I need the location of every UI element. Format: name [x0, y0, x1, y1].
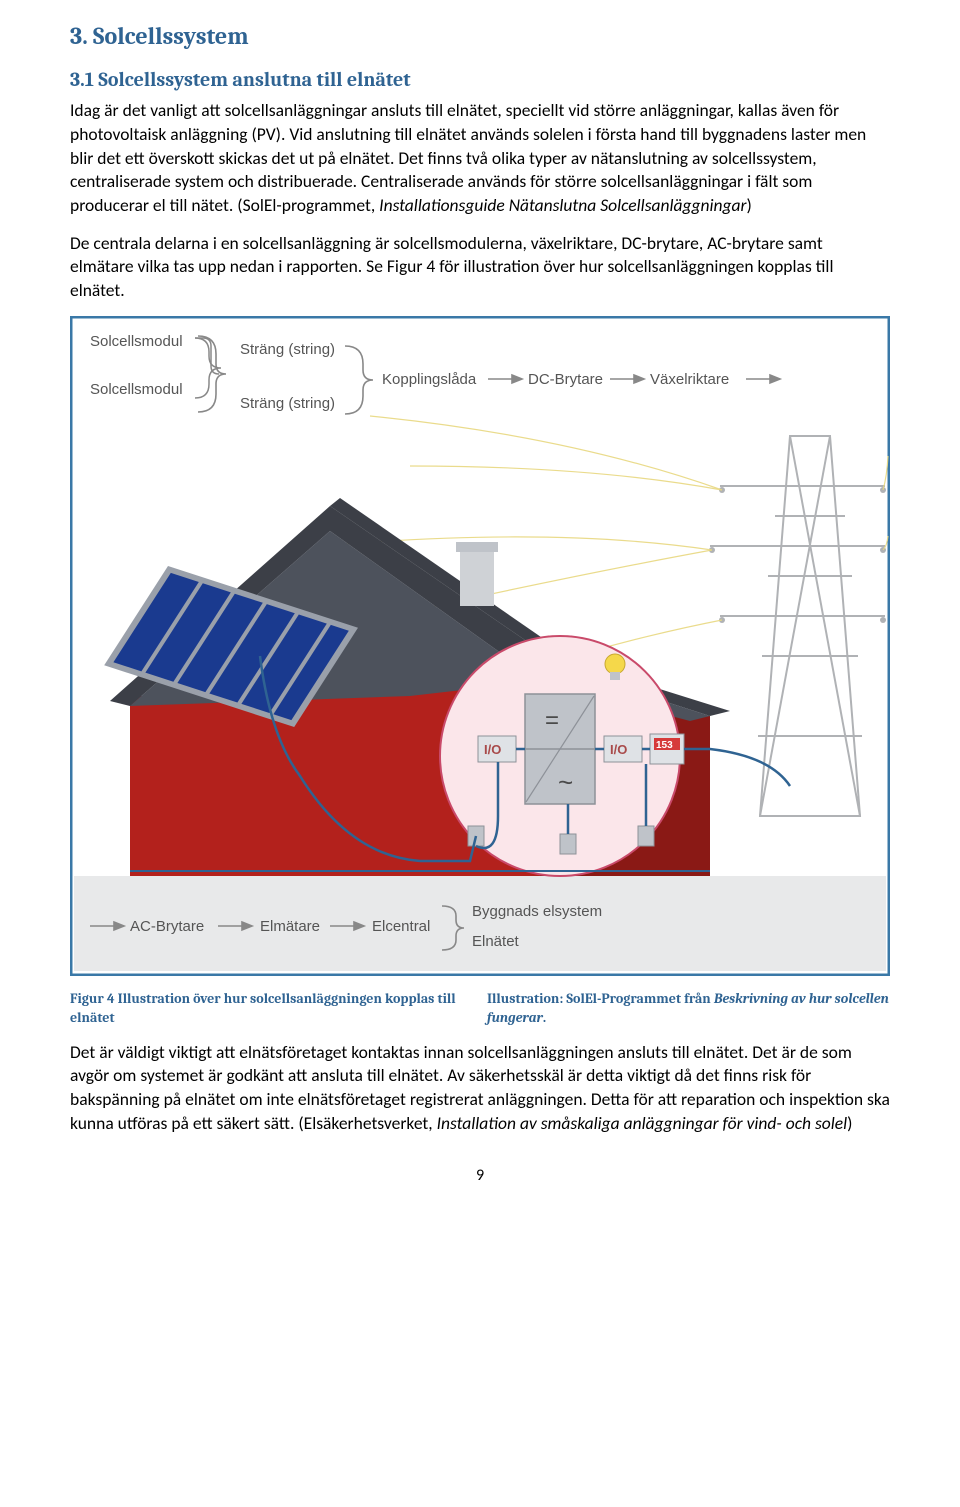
figure-caption: Figur 4 Illustration över hur solcellsan…: [70, 990, 890, 1026]
paragraph-2: De centrala delarna i en solcellsanläggn…: [70, 232, 890, 303]
page-number: 9: [70, 1165, 890, 1187]
label-elmatare: Elmätare: [260, 918, 320, 935]
paragraph-3c: ): [847, 1112, 852, 1134]
section-heading: 3. Solcellssystem: [70, 20, 890, 52]
solar-system-diagram: Solcellsmodul Solcellsmodul Sträng (stri…: [70, 316, 890, 976]
label-ac-brytare: AC-Brytare: [130, 918, 204, 935]
subsection-heading: 3.1 Solcellssystem anslutna till elnätet: [70, 66, 890, 93]
paragraph-1c: ): [747, 194, 752, 216]
paragraph-3: Det är väldigt viktigt att elnätsföretag…: [70, 1041, 890, 1136]
io-right-label: I/O: [610, 742, 627, 757]
meter-reading: 153: [656, 740, 673, 751]
label-vaxelriktare: Växelriktare: [650, 371, 729, 388]
inverter-tilde-symbol: ~: [558, 767, 573, 797]
paragraph-1: Idag är det vanligt att solcellsanläggni…: [70, 99, 890, 217]
caption-right-c: .: [543, 1009, 546, 1026]
io-left-label: I/O: [484, 742, 501, 757]
label-dc-brytare: DC-Brytare: [528, 371, 603, 388]
label-solcellsmodul-2: Solcellsmodul: [90, 381, 183, 398]
paragraph-3b: Installation av småskaliga anläggningar …: [437, 1112, 848, 1134]
label-byggnads-elsystem: Byggnads elsystem: [472, 903, 602, 920]
label-kopplingslada: Kopplingslåda: [382, 371, 477, 388]
label-strang-1: Sträng (string): [240, 341, 335, 358]
caption-right-a: Illustration: SolEl-Programmet från: [487, 990, 714, 1007]
caption-right: Illustration: SolEl-Programmet från Besk…: [487, 990, 890, 1026]
label-elnatet: Elnätet: [472, 933, 520, 950]
figure-4: Solcellsmodul Solcellsmodul Sträng (stri…: [70, 316, 890, 976]
inverter-eq-symbol: =: [545, 707, 559, 734]
label-solcellsmodul-1: Solcellsmodul: [90, 333, 183, 350]
label-elcentral: Elcentral: [372, 918, 430, 935]
paragraph-1b: Installationsguide Nätanslutna Solcellsa…: [379, 194, 746, 216]
caption-left: Figur 4 Illustration över hur solcellsan…: [70, 990, 473, 1026]
label-strang-2: Sträng (string): [240, 395, 335, 412]
